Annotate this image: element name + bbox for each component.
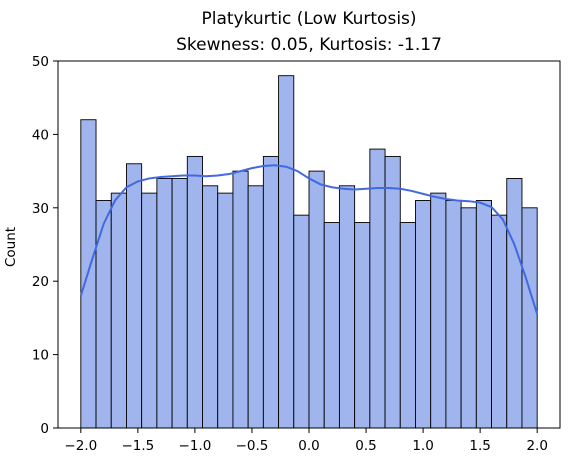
histogram-bar xyxy=(95,200,112,429)
histogram-bar xyxy=(491,214,508,429)
histogram-bar xyxy=(202,185,219,429)
histogram-bar xyxy=(323,222,340,429)
bars-layer xyxy=(80,75,538,429)
histogram-bar xyxy=(399,222,416,429)
x-tick-label: −1.0 xyxy=(179,438,212,454)
histogram-bar xyxy=(262,155,280,429)
x-tick-label: −2.0 xyxy=(64,438,97,454)
x-tick-label: 0.0 xyxy=(298,438,319,454)
histogram-bar xyxy=(171,177,188,429)
histogram-bar xyxy=(186,155,203,429)
y-tick-label: 10 xyxy=(32,348,49,364)
x-tick-label: 2.0 xyxy=(526,438,547,454)
histogram-bar xyxy=(506,177,523,429)
histogram-bar xyxy=(293,214,310,429)
y-tick-label: 30 xyxy=(32,201,49,217)
histogram-bar xyxy=(126,163,143,429)
x-axis-ticks: −2.0 −1.5 −1.0 −0.5 0.0 0.5 1.0 1.5 2.0 xyxy=(64,428,548,454)
histogram-bar xyxy=(156,177,173,429)
x-tick-label: 1.5 xyxy=(469,438,490,454)
histogram-bar xyxy=(415,200,432,429)
y-tick-label: 40 xyxy=(32,127,49,143)
y-tick-label: 0 xyxy=(40,421,49,437)
histogram-bar xyxy=(460,207,477,429)
chart-title: Platykurtic (Low Kurtosis) xyxy=(201,9,416,29)
histogram-bar xyxy=(521,207,538,429)
histogram-bar xyxy=(354,222,371,429)
histogram-bar xyxy=(308,170,325,429)
histogram-bar xyxy=(475,200,492,429)
histogram-bar xyxy=(338,185,356,429)
histogram-bar xyxy=(430,192,447,429)
histogram-bar xyxy=(369,148,386,429)
y-axis-ticks: 0 10 20 30 40 50 xyxy=(32,54,58,437)
histogram-bar xyxy=(110,192,127,429)
kde-curve xyxy=(79,164,539,315)
chart-subtitle: Skewness: 0.05, Kurtosis: -1.17 xyxy=(176,35,442,55)
x-tick-label: 0.5 xyxy=(355,438,376,454)
histogram-bar xyxy=(141,192,158,429)
x-tick-label: −0.5 xyxy=(236,438,269,454)
histogram-bar xyxy=(384,155,401,429)
histogram-bar xyxy=(278,75,295,429)
histogram-bar xyxy=(445,200,462,429)
histogram-bar xyxy=(247,185,264,429)
histogram-bar xyxy=(217,192,234,429)
y-axis-label: Count xyxy=(3,227,19,267)
y-tick-label: 20 xyxy=(32,274,49,290)
histogram-bar xyxy=(232,170,249,429)
x-tick-label: 1.0 xyxy=(412,438,433,454)
x-tick-label: −1.5 xyxy=(121,438,154,454)
y-tick-label: 50 xyxy=(32,54,49,70)
